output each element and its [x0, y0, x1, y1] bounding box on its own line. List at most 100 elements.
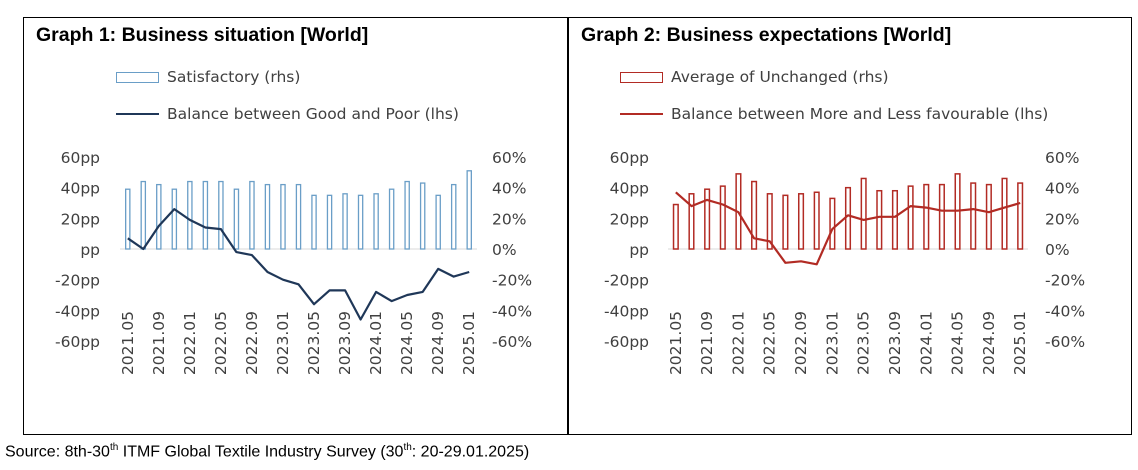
bar [923, 183, 930, 250]
legend-swatch-bar [620, 71, 663, 83]
y-right-tick-label: -60% [492, 333, 532, 351]
bar [326, 194, 333, 250]
y-right-tick-label: -40% [1045, 302, 1085, 320]
bar [844, 186, 852, 250]
bar [970, 182, 977, 250]
y-right-tick-label: 40% [492, 180, 526, 198]
y-right-tick-label: 0% [492, 241, 517, 259]
bar [672, 203, 679, 250]
bar [342, 193, 348, 250]
x-tick-label: 2024.09 [980, 311, 998, 375]
legend-swatch-bar [116, 71, 159, 83]
y-left-tick-label: 40pp [610, 180, 649, 198]
legend-item-line: Balance between More and Less favourable… [620, 105, 1048, 123]
x-tick-label: 2023.05 [855, 311, 873, 375]
y-right-tick-label: 60% [492, 149, 526, 167]
x-tick-label: 2023.09 [886, 311, 904, 375]
x-tick-label: 2021.09 [698, 311, 716, 375]
source-sup-1: th [109, 442, 119, 453]
chart-panel-1: Graph 1: Business situation [World] Sati… [23, 17, 568, 435]
source-note: Source: 8th-30th ITMF Global Textile Ind… [5, 442, 529, 461]
y-left-tick-label: -60pp [55, 333, 100, 351]
y-left-tick-label: -20pp [55, 272, 100, 290]
bar [1017, 182, 1024, 250]
legend-swatch-line [116, 113, 159, 115]
x-tick-label: 2024.09 [429, 311, 447, 375]
y-left-tick-label: 20pp [610, 210, 649, 228]
bar [985, 183, 992, 250]
series-line [127, 208, 470, 321]
bar [782, 194, 789, 250]
x-tick-label: 2025.01 [460, 311, 478, 375]
x-tick-label: 2021.05 [119, 311, 137, 375]
x-tick-label: 2024.01 [367, 311, 385, 375]
x-tick-label: 2022.05 [212, 311, 230, 375]
bar [280, 183, 286, 250]
y-right-tick-label: -40% [492, 302, 532, 320]
series-line [675, 191, 1021, 266]
x-tick-label: 2024.01 [917, 311, 935, 375]
bar [373, 193, 379, 250]
bar [466, 170, 472, 250]
legend-swatch-line [620, 113, 663, 115]
y-right-tick-label: -20% [492, 272, 532, 290]
y-right-tick-label: -60% [1045, 333, 1085, 351]
y-left-tick-label: -40pp [604, 302, 649, 320]
y-right-tick-label: 20% [492, 210, 526, 228]
bar [797, 193, 805, 250]
bar [766, 193, 773, 250]
bar [140, 180, 147, 250]
legend-label-bar: Satisfactory (rhs) [167, 68, 301, 86]
bar [876, 189, 883, 250]
bar [125, 188, 131, 250]
x-tick-label: 2023.05 [305, 311, 323, 375]
bar [218, 180, 224, 250]
y-right-tick-label: -20% [1045, 272, 1085, 290]
x-tick-label: 2022.05 [761, 311, 779, 375]
bar [860, 177, 867, 250]
source-prefix: Source: 8th-30 [5, 443, 110, 461]
bar [907, 185, 914, 250]
y-right-tick-label: 20% [1045, 210, 1079, 228]
x-tick-label: 2022.09 [792, 311, 810, 375]
source-suffix: : 20-29.01.2025) [411, 443, 530, 461]
y-left-tick-label: 60pp [61, 149, 100, 167]
legend-label-bar: Average of Unchanged (rhs) [671, 68, 889, 86]
bar [450, 183, 457, 250]
x-tick-label: 2024.05 [949, 311, 967, 375]
y-left-tick-label: pp [80, 241, 100, 259]
x-tick-label: 2023.09 [336, 311, 354, 375]
y-left-tick-label: 60pp [610, 149, 649, 167]
x-tick-label: 2023.01 [823, 311, 841, 375]
bar [938, 183, 945, 250]
bar [357, 194, 364, 250]
x-tick-label: 2022.09 [243, 311, 261, 375]
y-left-tick-label: -60pp [604, 333, 649, 351]
y-right-tick-label: 40% [1045, 180, 1079, 198]
bar [311, 194, 317, 250]
bar [388, 188, 395, 250]
bar [829, 197, 836, 250]
y-right-tick-label: 0% [1045, 241, 1070, 259]
x-tick-label: 2022.01 [729, 311, 747, 375]
x-tick-label: 2023.01 [274, 311, 292, 375]
chart-title: Graph 2: Business expectations [World] [581, 24, 952, 46]
bar [688, 193, 695, 250]
bar [419, 182, 426, 250]
bar [435, 194, 441, 250]
y-right-tick-label: 60% [1045, 149, 1079, 167]
bar [202, 180, 209, 250]
chart-title: Graph 1: Business situation [World] [36, 24, 369, 46]
y-left-tick-label: 20pp [61, 210, 100, 228]
chart-plot: 60pp 40pp 20pp pp -20pp -40pp -60pp 60% 40% 20% 0%… [55, 149, 532, 375]
y-left-tick-label: 40pp [61, 180, 100, 198]
bar [813, 191, 820, 250]
legend-item-line: Balance between Good and Poor (lhs) [116, 105, 459, 123]
source-middle: ITMF Global Textile Industry Survey (30 [118, 443, 404, 461]
bar [295, 183, 302, 250]
bar [704, 188, 711, 250]
x-tick-label: 2022.01 [181, 311, 199, 375]
chart-panel-2: Graph 2: Business expectations [World] A… [568, 17, 1132, 435]
bar [891, 189, 899, 250]
bar [187, 180, 193, 250]
